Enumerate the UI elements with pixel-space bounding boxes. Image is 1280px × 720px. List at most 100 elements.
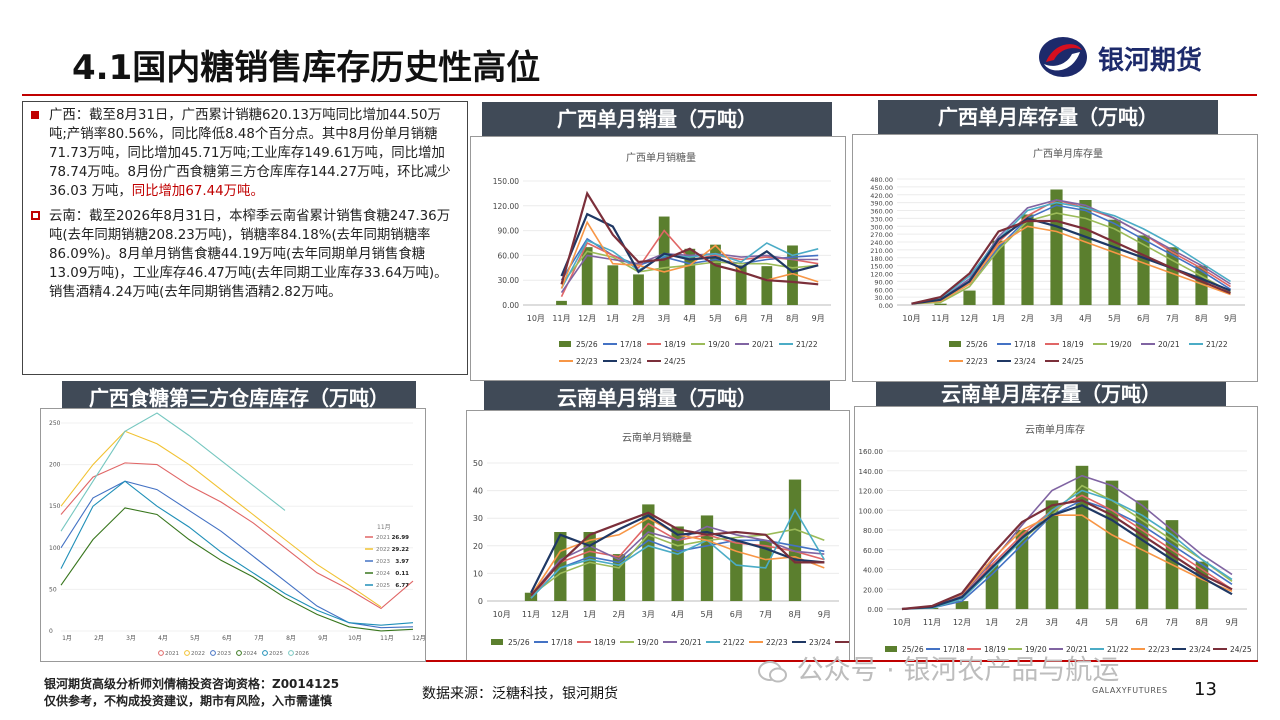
legend-year: 2021 [376, 535, 390, 541]
x-tick-label: 10月 [902, 314, 920, 323]
series-line-19-20 [901, 484, 1233, 610]
x-tick-label: 12月 [960, 314, 978, 323]
legend-value: 3.97 [395, 559, 409, 565]
legend-label: 22/23 [966, 357, 988, 366]
legend-label: 25/26 [508, 638, 530, 647]
chart-title: 云南单月库存 [1025, 423, 1085, 436]
x-tick-label: 8月 [286, 635, 296, 642]
series-line-2026 [60, 412, 286, 532]
x-tick-label: 12月 [953, 618, 971, 627]
legend-label: 17/18 [620, 340, 642, 349]
legend-label: 17/18 [1014, 340, 1036, 349]
y-tick-label: 80.00 [863, 527, 883, 535]
legend-marker [288, 650, 294, 656]
series-line-19-20 [911, 212, 1231, 305]
chart-gx-sales: 广西单月销糖量 0.00 30.00 60.00 90.00 120.00 150.00 10… [470, 136, 846, 381]
bar [642, 504, 655, 601]
legend-label: 2026 [295, 651, 309, 657]
y-tick-label: 120.00 [870, 271, 893, 279]
bar [581, 247, 593, 305]
x-tick-label: 5月 [190, 635, 200, 642]
bar [1050, 189, 1063, 305]
x-tick-label: 3月 [1045, 618, 1058, 627]
y-tick-label: 0 [49, 628, 53, 635]
guangxi-highlight: 同比增加67.44万吨。 [131, 184, 264, 199]
x-tick-label: 1月 [992, 314, 1005, 323]
legend-label: 2023 [217, 651, 231, 657]
galaxy-futures-mark: GALAXYFUTURES [1092, 686, 1168, 695]
legend-value: 29.22 [392, 547, 410, 553]
series-line-21-22 [560, 239, 819, 289]
y-tick-label: 10 [473, 569, 483, 578]
legend-label: 18/19 [1062, 340, 1084, 349]
y-tick-label: 270.00 [870, 231, 893, 239]
series-line-2021 [60, 462, 414, 610]
x-tick-label: 6月 [730, 610, 743, 619]
y-tick-label: 140.00 [859, 468, 884, 476]
y-tick-label: 120.00 [493, 202, 519, 211]
x-tick-label: 7月 [1165, 618, 1178, 627]
x-tick-label: 11月 [923, 618, 941, 627]
bar [934, 303, 947, 305]
bar [633, 274, 644, 305]
legend-swatch [885, 646, 897, 652]
legend-value: 6.77 [395, 583, 409, 589]
legend-label: 18/19 [984, 645, 1006, 654]
series-line-17-18 [530, 539, 825, 599]
bar [735, 265, 747, 305]
company-logo: 银河期货 [1036, 34, 1256, 80]
bar [1021, 214, 1034, 305]
wechat-watermark: 公众号 · 银河农产品与航运 [758, 648, 1119, 687]
y-tick-label: 30 [473, 514, 483, 523]
series-line-24-25 [560, 190, 819, 286]
x-tick-label: 4月 [1079, 314, 1092, 323]
guangxi-text: 广西：截至8月31日，广西累计销糖620.13万吨同比增加44.50万吨;产销率… [49, 108, 451, 199]
series-line-22-23 [911, 225, 1231, 305]
legend-label: 22/23 [576, 357, 598, 366]
x-tick-label: 3月 [1050, 314, 1063, 323]
x-tick-label: 6月 [222, 635, 232, 642]
legend-year: 2025 [376, 583, 390, 589]
series-line-23-24 [530, 514, 825, 594]
x-tick-label: 9月 [1225, 618, 1238, 627]
legend-value: 26.99 [392, 535, 410, 541]
y-tick-label: 60.00 [498, 251, 520, 260]
x-tick-label: 1月 [62, 635, 72, 642]
legend-label: 19/20 [637, 638, 659, 647]
bar [985, 564, 999, 609]
x-tick-label: 8月 [1195, 314, 1208, 323]
y-tick-label: 390.00 [870, 200, 893, 208]
series-line-2023 [60, 480, 414, 629]
y-tick-label: 0.00 [867, 606, 883, 614]
disclaimer: 仅供参考，不构成投资建议，期市有风险，入市需谨慎 [44, 694, 333, 708]
series-line-20-21 [911, 199, 1231, 305]
legend-label: 22/23 [766, 638, 788, 647]
bar [556, 300, 567, 305]
y-tick-label: 450.00 [870, 184, 893, 192]
y-tick-label: 100 [49, 545, 61, 552]
title-divider [22, 94, 1257, 96]
x-tick-label: 6月 [735, 314, 748, 323]
x-tick-label: 9月 [318, 635, 328, 642]
x-tick-label: 7月 [760, 314, 773, 323]
x-tick-label: 7月 [759, 610, 772, 619]
legend-label: 2021 [165, 651, 179, 657]
y-tick-label: 420.00 [870, 192, 893, 200]
y-tick-label: 50 [49, 586, 57, 593]
y-tick-label: 20.00 [863, 586, 883, 594]
y-tick-label: 90.00 [874, 278, 893, 286]
bar [1015, 530, 1029, 609]
legend-label: 25/26 [966, 340, 988, 349]
x-tick-label: 6月 [1137, 314, 1150, 323]
y-tick-label: 150.00 [493, 177, 519, 186]
series-line-22-23 [560, 220, 819, 289]
series-line-21-22 [901, 489, 1233, 610]
bullet-square-icon [31, 111, 39, 119]
legend-swatch [559, 341, 571, 347]
legend-label: 21/22 [1206, 340, 1228, 349]
yunnan-paragraph: 云南：截至2026年8月31日，本榨季云南省累计销售食糖247.36万吨(去年同… [31, 207, 457, 302]
y-tick-label: 480.00 [870, 176, 893, 184]
x-tick-label: 2月 [612, 610, 625, 619]
x-tick-label: 1月 [985, 618, 998, 627]
legend-label: 2022 [191, 651, 205, 657]
